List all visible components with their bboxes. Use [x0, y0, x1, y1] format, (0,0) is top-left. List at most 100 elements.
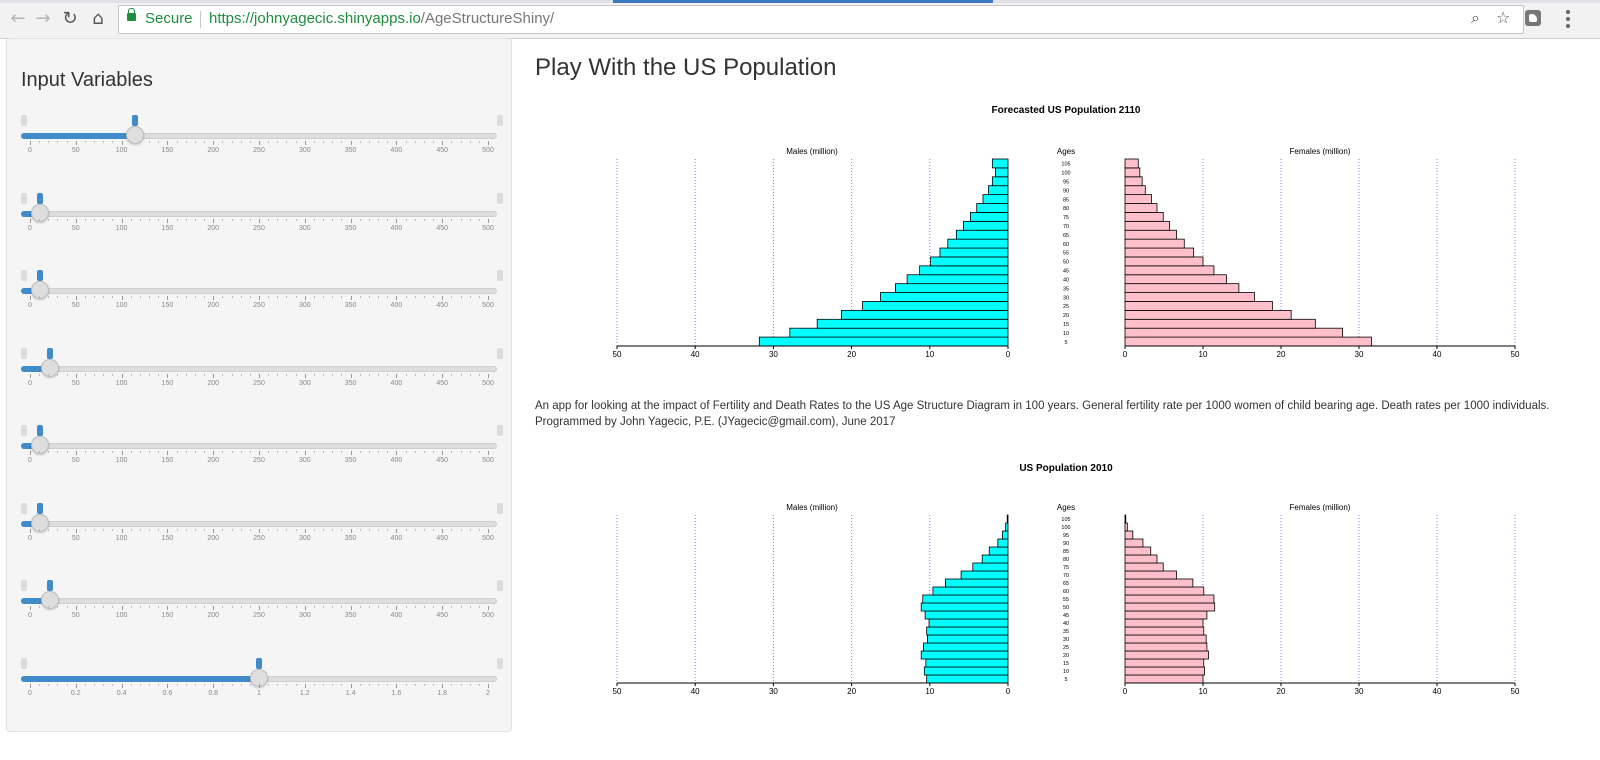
slider-minor-tick — [57, 606, 59, 608]
slider-handle[interactable] — [31, 513, 49, 532]
age-label: 50 — [1063, 260, 1069, 266]
home-icon[interactable]: ⌂ — [92, 8, 104, 29]
star-icon[interactable]: ☆ — [1496, 8, 1511, 27]
slider-handle[interactable] — [31, 436, 49, 454]
slider-minor-tick — [231, 141, 233, 143]
slider-major-tick — [442, 451, 444, 455]
slider-value-label — [37, 425, 43, 436]
slider-handle[interactable] — [126, 126, 144, 144]
slider-minor-tick — [341, 141, 343, 143]
female-tick-label: 10 — [1199, 350, 1208, 359]
slider-minor-tick — [277, 683, 279, 686]
female-death-0-5-slider[interactable]: 0 50 100 150 200 250 300 350 400 450 500 — [21, 409, 503, 479]
slider-tick-label: 100 — [115, 534, 128, 542]
menu-icon[interactable] — [1566, 10, 1570, 28]
slider-minor-tick — [332, 451, 334, 453]
slider-track[interactable] — [21, 365, 497, 372]
chart-title: Forecasted US Population 2110 — [992, 105, 1141, 116]
female-death-6-70-slider[interactable]: 0 50 100 150 200 250 300 350 400 450 500 — [21, 487, 503, 557]
slider-minor-tick — [39, 683, 41, 686]
male-bar — [988, 546, 1009, 556]
slider-track[interactable] — [21, 288, 497, 294]
female-bar — [1124, 158, 1139, 169]
male-death-75-plus-slider[interactable]: 0 50 100 150 200 250 300 350 400 450 500 — [21, 332, 503, 402]
fertility-rate-slider[interactable]: 0 50 100 150 200 250 300 350 400 450 500 — [21, 99, 503, 169]
forward-arrow-icon[interactable]: → — [35, 8, 51, 29]
slider-minor-tick — [112, 606, 114, 608]
slider-minor-tick — [130, 528, 132, 531]
male-death-0-5-slider[interactable]: 0 50 100 150 200 250 300 350 400 450 500 — [21, 177, 503, 247]
slider-minor-tick — [323, 451, 325, 453]
address-divider — [200, 11, 201, 28]
slider-major-tick — [213, 373, 215, 378]
slider-major-tick — [259, 218, 260, 223]
slider-tick-label: 200 — [207, 379, 220, 387]
slider-minor-tick — [295, 141, 297, 143]
slider-track[interactable] — [21, 210, 497, 217]
male-death-6-70-slider[interactable]: 0 50 100 150 200 250 300 350 400 450 500 — [21, 254, 503, 324]
slider-minor-tick — [423, 218, 425, 221]
slider-handle[interactable] — [31, 281, 49, 299]
slider-minor-tick — [368, 528, 370, 531]
slider-minor-tick — [313, 296, 315, 298]
slider-handle[interactable] — [41, 591, 59, 609]
slider-minor-tick — [240, 606, 242, 608]
slider-tick-label: 250 — [253, 147, 265, 154]
slider-major-tick — [396, 296, 398, 300]
slider-minor-tick — [84, 683, 86, 686]
back-arrow-icon[interactable]: ← — [10, 8, 26, 29]
female-death-75-plus-slider[interactable]: 0 50 100 150 200 250 300 350 400 450 500 — [21, 564, 503, 634]
slider-minor-tick — [249, 373, 251, 376]
extension-icon[interactable] — [1525, 10, 1541, 26]
zoom-icon[interactable]: ⌕ — [1471, 8, 1480, 27]
slider-minor-tick — [451, 218, 453, 221]
male-bar — [1005, 522, 1009, 532]
tab-strip — [0, 0, 1600, 3]
slider-tick-label: 450 — [436, 224, 449, 232]
male-bar — [841, 309, 1009, 320]
slider-major-tick — [259, 141, 260, 145]
slider-minor-tick — [332, 373, 334, 376]
slider-minor-tick — [451, 451, 453, 453]
slider-tick-label: 350 — [344, 457, 357, 464]
slider-minor-tick — [57, 373, 59, 376]
slider-minor-tick — [222, 451, 224, 453]
slider-track[interactable] — [21, 443, 497, 449]
slider-tick-label: 200 — [207, 612, 220, 619]
slider-handle[interactable] — [31, 203, 49, 222]
slider-minor-tick — [295, 683, 297, 686]
slider-major-tick — [304, 218, 306, 223]
slider-minor-tick — [231, 606, 233, 608]
slider-minor-tick — [94, 296, 96, 298]
slider-track[interactable] — [21, 520, 497, 527]
slider-value-label — [37, 502, 43, 514]
slider-ticks: 0 50 100 150 200 250 300 350 400 450 500 — [21, 218, 497, 235]
slider-major-tick — [167, 218, 169, 223]
reload-icon[interactable]: ↻ — [62, 8, 78, 29]
slider-minor-tick — [103, 683, 105, 686]
male-bar — [955, 229, 1009, 240]
slider-minor-tick — [478, 141, 480, 143]
female-male-ratio-slider[interactable]: 0 0.2 0.4 0.6 0.8 1 1.2 1.4 1.6 1.8 2 — [21, 642, 503, 712]
slider-major-tick — [121, 296, 123, 300]
slider-major-tick — [30, 683, 31, 688]
slider-minor-tick — [277, 141, 279, 143]
female-tick-label: 10 — [1199, 687, 1208, 696]
slider-minor-tick — [240, 141, 242, 143]
slider-minor-tick — [286, 218, 288, 221]
slider-major-tick — [213, 218, 215, 223]
slider-max-label — [497, 580, 503, 591]
slider-ticks: 0 50 100 150 200 250 300 350 400 450 500 — [21, 373, 497, 390]
slider-min-label — [21, 425, 27, 436]
slider-major-tick — [350, 683, 352, 688]
url-text[interactable]: https://johnyagecic.shinyapps.io/AgeStru… — [209, 10, 554, 27]
male-bar — [928, 618, 1009, 628]
slider-track[interactable] — [21, 598, 497, 604]
slider-minor-tick — [460, 606, 462, 608]
slider-minor-tick — [185, 451, 187, 453]
slider-minor-tick — [469, 528, 471, 531]
slider-handle[interactable] — [41, 358, 59, 377]
slider-minor-tick — [295, 451, 297, 453]
slider-minor-tick — [158, 451, 160, 453]
address-bar[interactable]: Secure https://johnyagecic.shinyapps.io/… — [118, 5, 1524, 34]
